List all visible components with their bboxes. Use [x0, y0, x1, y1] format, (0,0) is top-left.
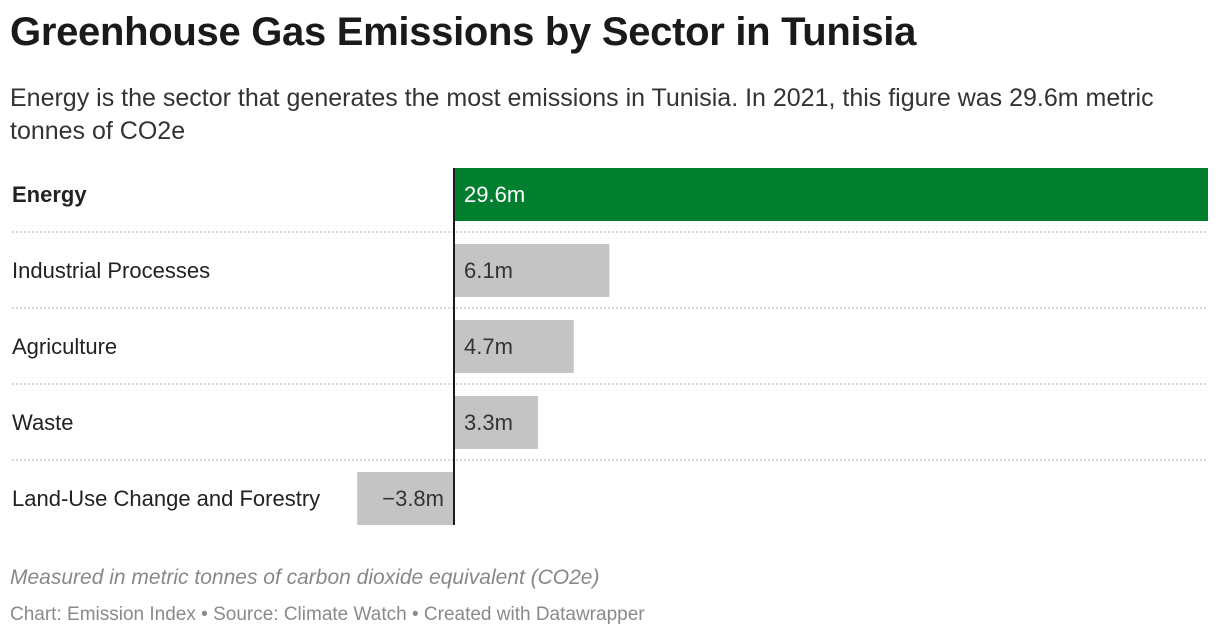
footer-created-with: Created with Datawrapper: [423, 604, 645, 625]
value-label: 6.1m: [464, 258, 513, 283]
bar-chart: Energy 29.6m Industrial Processes 6.1m Agric…: [12, 168, 1208, 525]
value-label: −3.8m: [382, 486, 444, 511]
value-label: 29.6m: [464, 182, 525, 207]
category-label: Energy: [12, 182, 87, 207]
bar: [454, 320, 574, 373]
category-label: Agriculture: [12, 334, 117, 359]
chart-notes: Measured in metric tonnes of carbon diox…: [10, 566, 600, 589]
bar: [454, 168, 1208, 221]
bar: [454, 396, 539, 449]
value-label: 4.7m: [464, 334, 513, 359]
footer-chart-credit: Chart: Emission Index: [10, 604, 196, 625]
chart-footer: Chart: Emission Index • Source: Climate …: [10, 604, 645, 626]
category-label: Industrial Processes: [12, 258, 210, 283]
chart-title: Greenhouse Gas Emissions by Sector in Tu…: [10, 10, 917, 54]
value-label: 3.3m: [464, 410, 513, 435]
footer-separator: •: [406, 604, 424, 625]
footer-source: Source: Climate Watch: [213, 604, 407, 625]
category-label: Land-Use Change and Forestry: [12, 486, 320, 511]
chart-subtitle: Energy is the sector that generates the …: [10, 84, 1154, 145]
footer-separator: •: [195, 604, 214, 625]
bar: [357, 472, 454, 525]
category-label: Waste: [12, 410, 74, 435]
bar: [454, 244, 610, 297]
